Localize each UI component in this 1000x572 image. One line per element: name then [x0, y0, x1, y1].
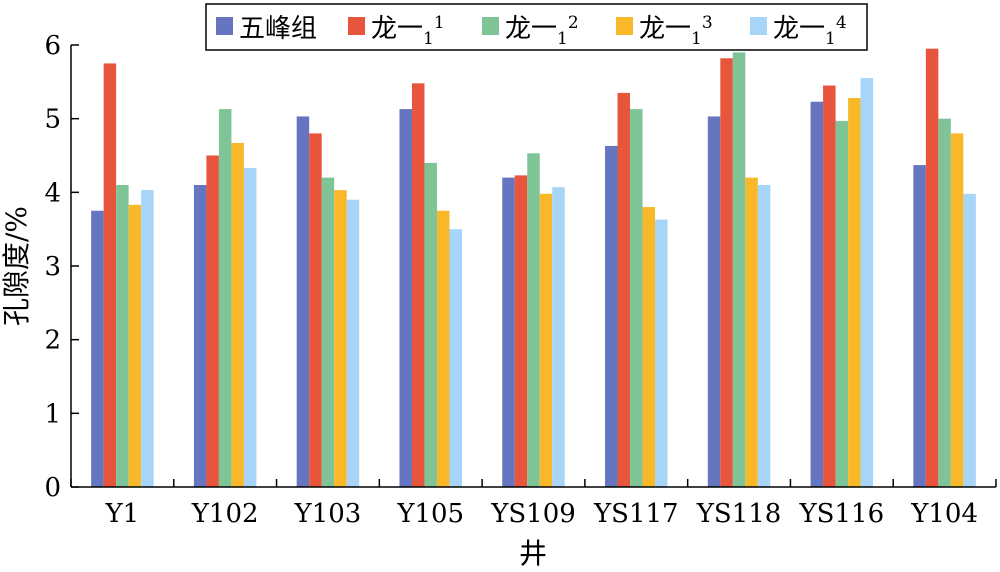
- bar-YS109-series-2: [514, 175, 528, 487]
- legend-label: 五峰组: [239, 14, 317, 44]
- y-tick-label: 4: [44, 178, 61, 208]
- legend-swatch: [348, 17, 365, 35]
- bar-Y104-series-5: [963, 193, 976, 487]
- legend: 五峰组 龙一11 龙一12 龙一13 龙一14: [205, 3, 868, 51]
- bar-Y103-series-5: [346, 199, 360, 487]
- bar-YS118-series-4: [745, 177, 758, 487]
- x-tick-label: Y103: [294, 499, 362, 529]
- legend-label: 龙一12: [505, 13, 579, 49]
- bar-YS109-series-5: [552, 187, 565, 487]
- legend-swatch: [482, 17, 499, 35]
- bar-YS116-series-2: [823, 85, 836, 488]
- bar-Y1-series-3: [116, 184, 129, 487]
- bar-Y104-series-2: [925, 48, 939, 488]
- bar-YS116-series-4: [848, 98, 861, 487]
- y-tick-label: 1: [44, 399, 61, 429]
- bar-YS116-series-5: [860, 78, 874, 488]
- bar-YS118-series-3: [732, 52, 746, 488]
- legend-label: 龙一13: [639, 13, 713, 49]
- bar-YS117-series-4: [642, 207, 656, 487]
- bar-Y104-series-4: [950, 133, 964, 487]
- x-tick-label-layer: Y1 Y102 Y103 Y105 YS109 YS117 YS118 YS116 Y104: [70, 479, 997, 529]
- bar-YS118-series-1: [707, 116, 721, 488]
- legend-swatch: [750, 17, 767, 35]
- bar-YS117-series-2: [617, 92, 631, 487]
- bar-Y105-series-5: [449, 229, 462, 488]
- x-tick-label: YS118: [696, 499, 782, 529]
- bar-YS118-series-5: [757, 184, 771, 487]
- y-tick-layer: 0 1 2 3 4 5 6: [44, 31, 79, 503]
- y-tick-label: 5: [44, 105, 61, 135]
- x-tick-label: Y104: [910, 499, 978, 529]
- bar-Y102-series-2: [206, 155, 219, 487]
- bar-Y102-series-1: [193, 184, 207, 487]
- bar-Y1-series-4: [128, 204, 142, 488]
- legend-label: 龙一11: [371, 13, 445, 49]
- bar-YS117-series-1: [605, 145, 618, 488]
- legend-swatch: [616, 17, 633, 35]
- bar-Y105-series-2: [411, 83, 425, 487]
- y-tick-label: 0: [44, 473, 61, 503]
- bar-Y1-series-5: [141, 190, 154, 487]
- bar-Y105-series-1: [399, 109, 412, 487]
- bar-YS117-series-5: [655, 219, 668, 487]
- bar-Y1-series-2: [103, 63, 117, 488]
- x-tick-label: Y105: [396, 499, 464, 529]
- x-tick-label: Y102: [191, 499, 259, 529]
- bar-Y103-series-3: [321, 177, 335, 487]
- x-axis-title: 井: [519, 537, 547, 570]
- y-axis-title: 孔隙度/%: [0, 206, 33, 326]
- y-tick-label: 3: [44, 252, 61, 282]
- bar-Y104-series-1: [913, 165, 926, 487]
- bar-Y103-series-1: [296, 116, 310, 488]
- x-tick-label: YS116: [799, 499, 885, 529]
- bar-YS116-series-3: [835, 120, 849, 487]
- y-tick-label: 2: [44, 326, 61, 356]
- bar-YS109-series-4: [539, 193, 553, 487]
- x-tick-label: Y1: [105, 499, 140, 529]
- bar-Y104-series-3: [938, 118, 951, 488]
- bar-Y103-series-4: [334, 190, 347, 487]
- x-tick-label: YS117: [593, 499, 679, 529]
- bar-YS109-series-1: [502, 177, 515, 487]
- x-tick-label: YS109: [490, 499, 576, 529]
- bar-Y105-series-4: [436, 210, 450, 487]
- bar-YS117-series-3: [630, 109, 643, 487]
- bar-Y102-series-4: [231, 142, 244, 488]
- bar-Y1-series-1: [91, 210, 104, 487]
- bar-Y103-series-2: [309, 133, 322, 487]
- legend-swatch: [216, 17, 233, 35]
- bar-YS116-series-1: [810, 101, 824, 487]
- bar-Y102-series-3: [218, 109, 232, 487]
- legend-label: 龙一14: [773, 13, 847, 49]
- bar-YS109-series-3: [527, 153, 540, 488]
- bar-Y102-series-5: [243, 168, 257, 487]
- y-tick-label: 6: [44, 31, 61, 61]
- bar-YS118-series-2: [720, 58, 733, 487]
- bar-layer: [91, 48, 976, 488]
- bar-Y105-series-3: [424, 162, 437, 487]
